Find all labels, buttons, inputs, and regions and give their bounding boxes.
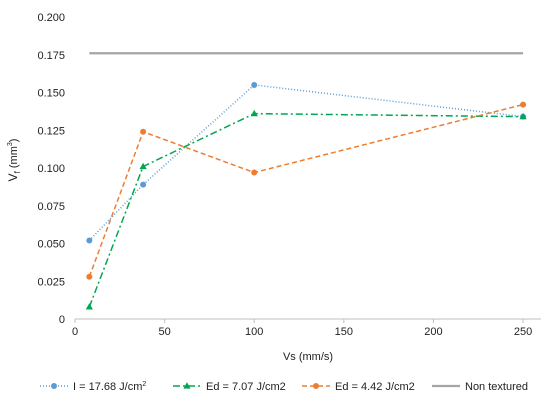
series-1-point — [140, 181, 147, 188]
legend-label: I = 17.68 J/cm2 — [73, 381, 146, 393]
series-3-point — [140, 128, 147, 135]
series-2-point — [250, 109, 258, 117]
legend-label: Ed = 7.07 J/cm2 — [206, 381, 286, 393]
series-line-1 — [88, 84, 524, 242]
x-tick-label: 250 — [514, 326, 532, 338]
y-tick-label: 0.025 — [37, 276, 65, 288]
y-tick-label: 0.150 — [37, 88, 65, 100]
y-axis-title: Vf (mm3) — [6, 139, 22, 182]
y-axis-title-main: V — [6, 173, 20, 181]
legend-swatch-marker — [51, 383, 57, 389]
legend-swatch-marker — [183, 382, 191, 389]
y-axis-title-unit-sup: 3 — [7, 142, 14, 146]
series-1-point — [86, 237, 93, 244]
series-line-3 — [88, 103, 524, 277]
x-tick-label: 150 — [335, 326, 353, 338]
series-2-point — [85, 303, 93, 310]
y-tick-label: 0.200 — [37, 12, 65, 24]
series-layer — [85, 52, 527, 310]
x-tick-label: 200 — [424, 326, 442, 338]
y-axis-title-sub: f — [13, 170, 22, 173]
series-2-point — [139, 162, 147, 170]
series-3-point — [251, 169, 258, 176]
series-2-point — [519, 112, 527, 120]
series-3-point — [520, 101, 527, 108]
legend-swatch-marker — [313, 383, 319, 389]
series-line-2 — [88, 112, 524, 308]
y-tick-label: 0.175 — [37, 50, 65, 62]
x-tick-label: 0 — [72, 326, 78, 338]
y-axis-title-unit: (mm — [8, 146, 20, 171]
legend: I = 17.68 J/cm2 Ed = 7.07 J/cm2 Ed = 4.42 … — [40, 381, 528, 393]
y-tick-labels: 0 0.025 0.050 0.075 0.100 0.125 0.150 0.175 0.20… — [37, 12, 65, 326]
x-tick-labels: 0 50 100 150 200 250 — [72, 319, 532, 338]
y-tick-label: 0.075 — [37, 201, 65, 213]
series-3-point — [86, 273, 93, 280]
y-tick-label: 0.100 — [37, 163, 65, 175]
y-tick-label: 0 — [59, 314, 65, 326]
y-tick-label: 0.125 — [37, 125, 65, 137]
y-axis-title-unit-close: ) — [8, 139, 20, 143]
x-tick-label: 100 — [245, 326, 263, 338]
legend-label: Ed = 4.42 J/cm2 — [335, 381, 415, 393]
legend-label-superscript: 2 — [142, 381, 146, 388]
x-axis-title: Vs (mm/s) — [283, 351, 333, 363]
y-tick-label: 0.050 — [37, 239, 65, 251]
legend-label: Non textured — [465, 381, 528, 393]
x-tick-label: 50 — [158, 326, 170, 338]
series-1-point — [251, 81, 258, 88]
